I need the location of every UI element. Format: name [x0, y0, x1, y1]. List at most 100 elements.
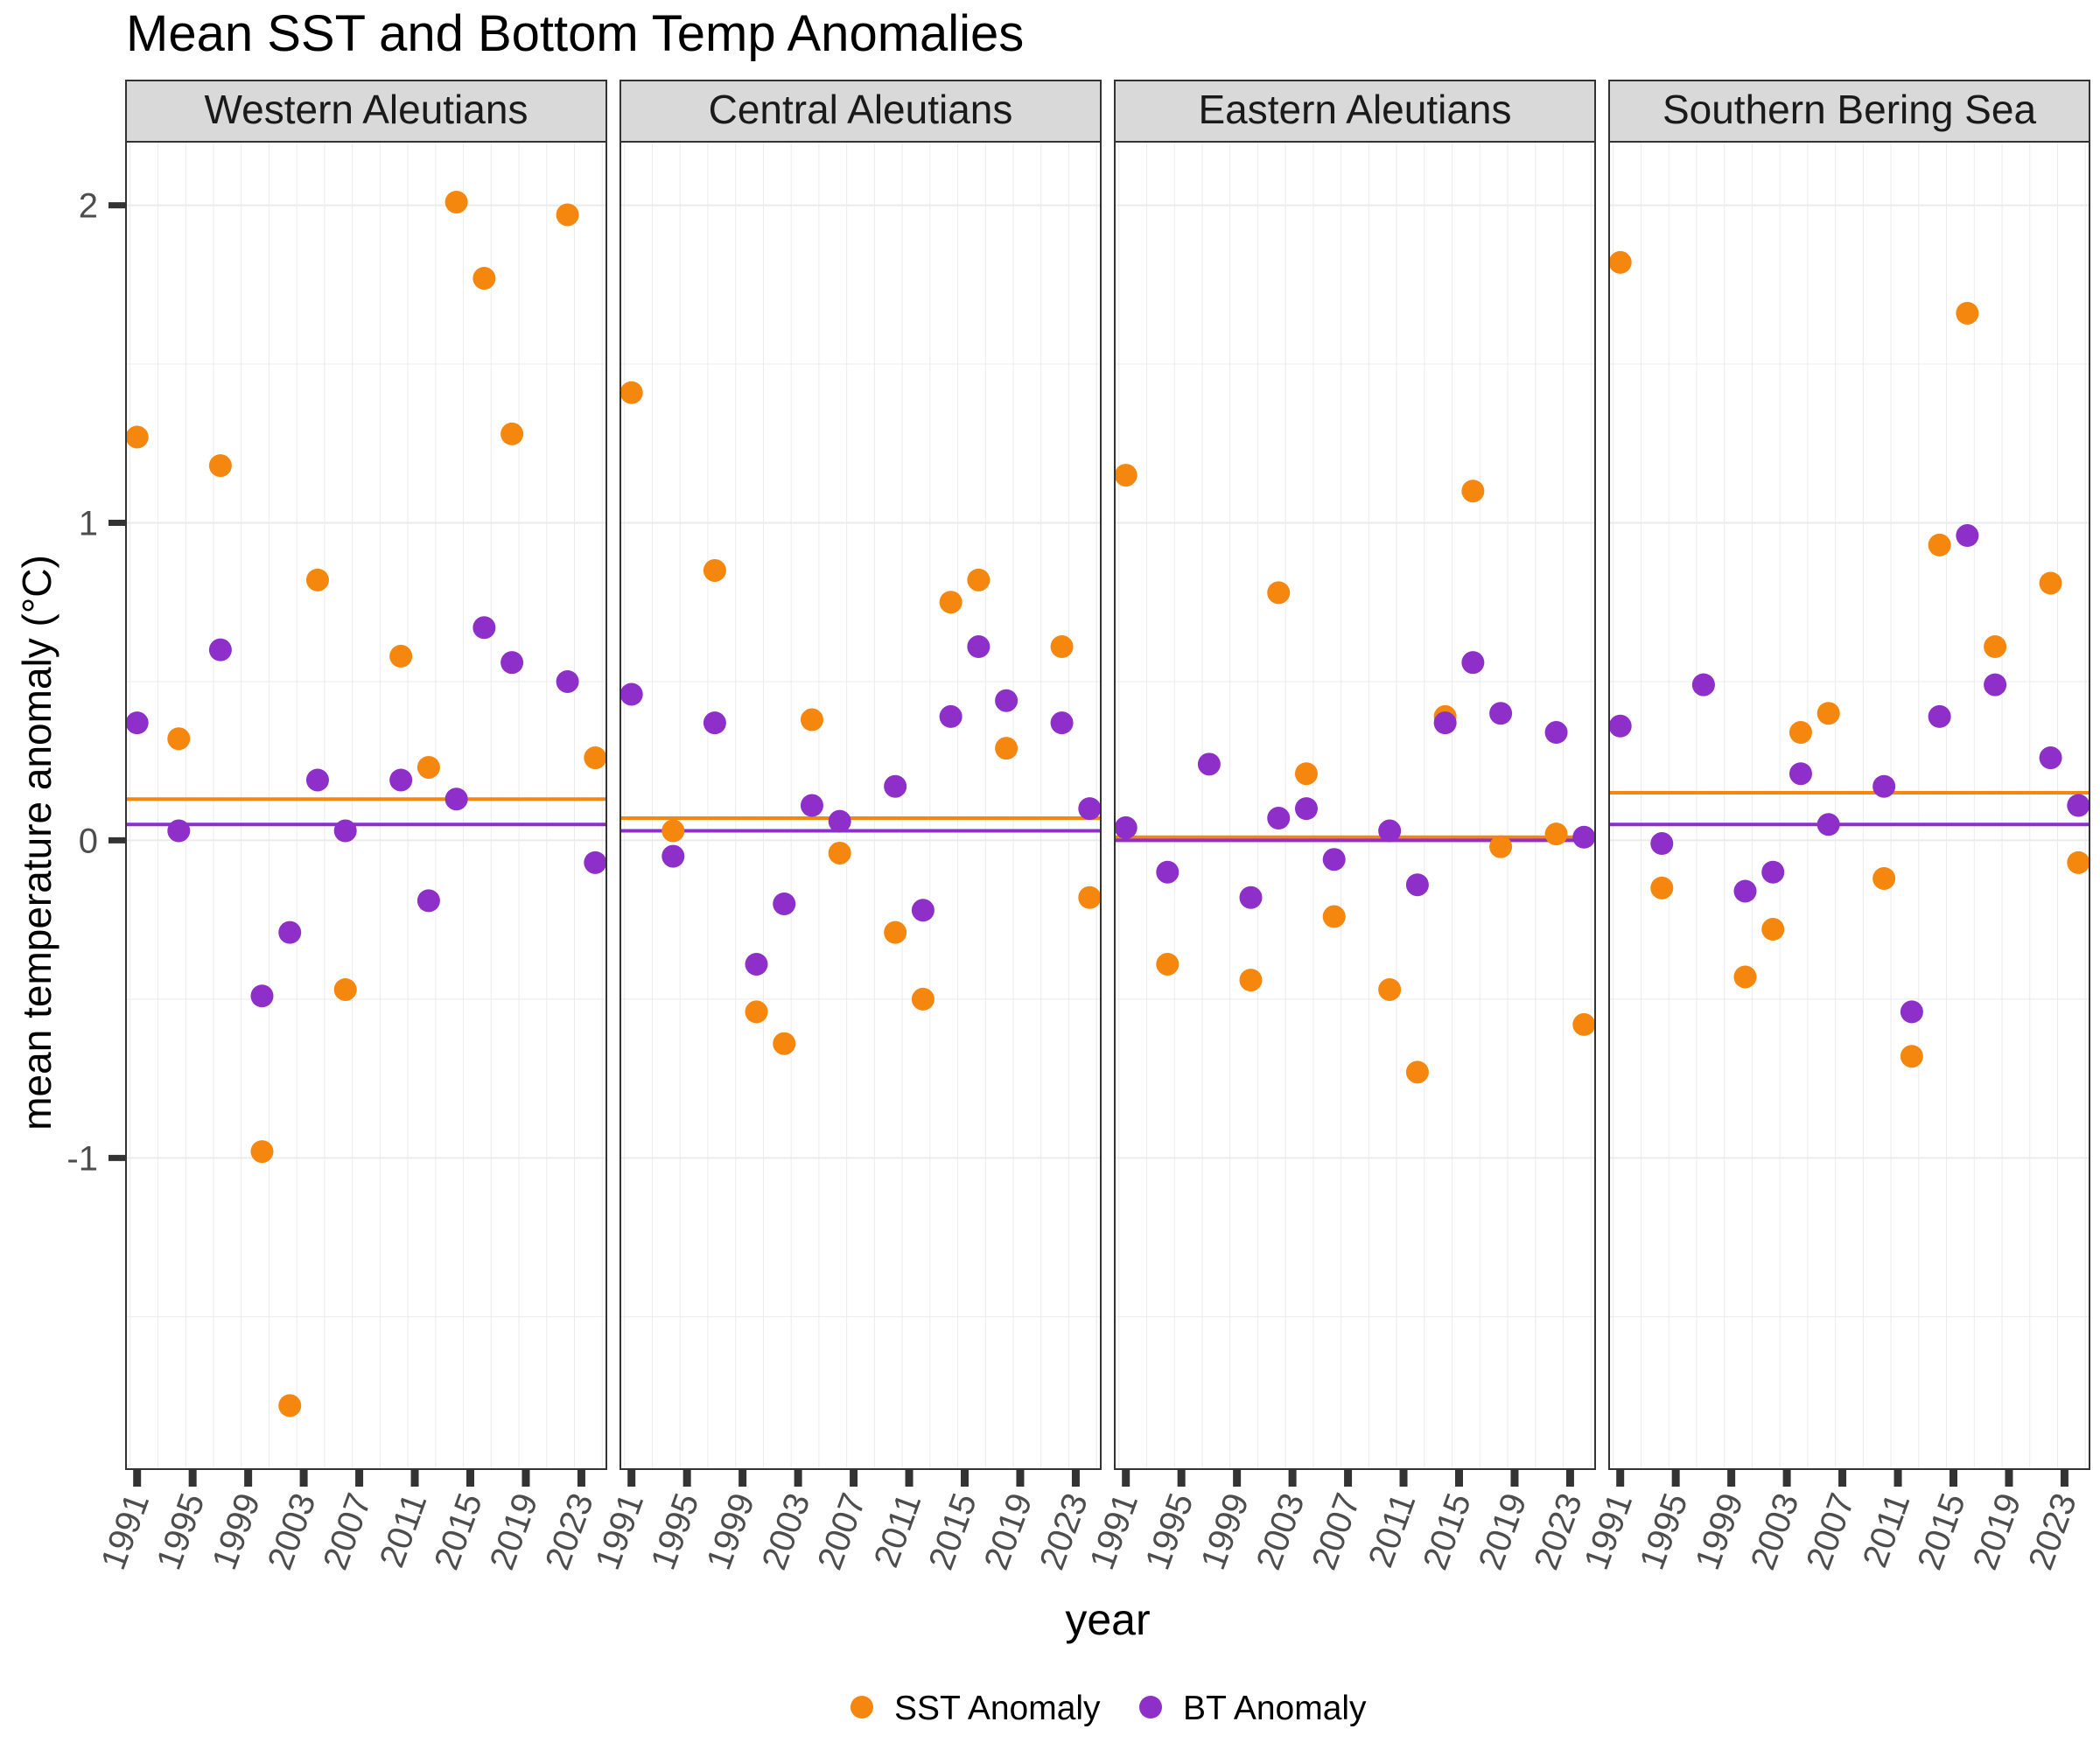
x-tick-label: 2003	[1250, 1488, 1312, 1575]
sst-point	[1928, 533, 1951, 556]
facet-panel: Eastern Aleutians19911995199920032007201…	[1082, 80, 1596, 1575]
bt-point	[1984, 673, 2007, 696]
bt-point	[1572, 825, 1596, 849]
bt-point	[800, 794, 823, 817]
x-tick-label: 1999	[205, 1488, 268, 1575]
bt-point	[1197, 752, 1221, 776]
x-tick-label: 1999	[699, 1488, 762, 1575]
bt-point	[939, 704, 962, 728]
panel-border	[125, 141, 607, 1470]
bt-point	[1489, 702, 1513, 725]
sst-point	[1900, 1045, 1923, 1068]
sst-point	[1405, 1060, 1429, 1084]
sst-point	[1050, 635, 1074, 659]
bt-point	[333, 819, 357, 843]
y-tick-label: 2	[79, 187, 98, 226]
sst-point	[1816, 702, 1840, 725]
legend: SST Anomaly BT Anomaly	[850, 1690, 1367, 1727]
sst-point	[967, 568, 990, 592]
bt-point	[967, 635, 990, 659]
sst-point	[1461, 480, 1485, 503]
bt-point	[1156, 860, 1180, 884]
bt-point	[584, 850, 607, 874]
sst-point	[1572, 1012, 1596, 1036]
x-tick-label: 1995	[150, 1488, 213, 1575]
facet-panel: Western Aleutians19911995199920032007201…	[94, 80, 607, 1575]
sst-point	[1267, 581, 1291, 605]
sst-point	[472, 267, 496, 290]
x-tick-label: 2007	[1799, 1488, 1862, 1575]
bt-point	[620, 682, 643, 706]
bt-point	[1900, 1000, 1923, 1024]
bt-point	[1761, 860, 1785, 884]
x-tick-label: 2007	[316, 1488, 379, 1575]
bt-point	[1405, 873, 1429, 897]
x-tick-label: 2023	[2021, 1488, 2084, 1575]
facet-strip-label: Central Aleutians	[709, 87, 1013, 132]
bt-point	[1433, 711, 1457, 735]
sst-point	[1322, 905, 1346, 928]
facet-strip	[125, 80, 607, 143]
bt-point	[125, 711, 149, 735]
x-tick-label: 2011	[1856, 1488, 1918, 1572]
x-tick-label: 1991	[94, 1488, 157, 1575]
sst-point	[500, 422, 524, 445]
bt-point	[703, 711, 726, 735]
bt-point	[278, 920, 302, 944]
y-tick-label: 0	[79, 822, 98, 860]
sst-point	[125, 425, 149, 449]
bt-point	[1816, 813, 1840, 836]
panel-border	[620, 141, 1102, 1470]
x-tick-label: 1995	[1138, 1488, 1201, 1575]
facet-panel: Southern Bering Sea199119951999200320072…	[1577, 80, 2090, 1575]
x-tick-label: 2003	[755, 1488, 818, 1575]
bt-point	[911, 899, 934, 922]
facet-strip-label: Western Aleutians	[205, 87, 528, 132]
bt-point	[1267, 807, 1291, 830]
sst-point	[556, 203, 579, 227]
sst-point	[333, 977, 357, 1001]
sst-point	[662, 819, 685, 843]
sst-point	[995, 737, 1018, 760]
sst-point	[773, 1032, 796, 1055]
x-tick-label: 2007	[810, 1488, 873, 1575]
sst-point	[620, 381, 643, 404]
panel-grid	[1609, 142, 2090, 1469]
bt-point	[389, 768, 413, 792]
sst-point	[1078, 886, 1102, 909]
x-tick-label: 2019	[1472, 1488, 1535, 1575]
sst-point	[1239, 969, 1263, 992]
bt-point	[1378, 819, 1402, 843]
bt-point	[1608, 714, 1632, 738]
panel-background	[1115, 142, 1595, 1469]
bt-point	[416, 889, 440, 913]
x-tick-label: 1995	[644, 1488, 707, 1575]
sst-point	[2039, 571, 2062, 595]
sst-point	[800, 708, 823, 732]
sst-point	[305, 568, 329, 592]
panel-border	[1114, 141, 1596, 1470]
bt-point	[773, 892, 796, 916]
bt-point	[1544, 721, 1568, 745]
bt-point	[662, 844, 685, 868]
x-tick-label: 2003	[1744, 1488, 1807, 1575]
facet-strip	[1608, 80, 2090, 143]
facet-strip	[620, 80, 1102, 143]
bt-point	[444, 788, 468, 811]
sst-point	[703, 558, 726, 582]
sst-point	[584, 746, 607, 770]
bt-point	[1114, 816, 1138, 839]
y-axis-title: mean temperature anomaly (°C)	[14, 555, 60, 1130]
legend-label-sst: SST Anomaly	[894, 1690, 1101, 1727]
bt-point	[1872, 774, 1896, 798]
bt-point	[828, 809, 851, 833]
bt-point	[1322, 848, 1346, 872]
sst-point	[389, 644, 413, 668]
bt-point	[500, 651, 524, 675]
bt-point	[1691, 673, 1715, 696]
bt-point	[472, 616, 496, 640]
y-tick-label: 1	[79, 505, 98, 543]
bt-point	[1650, 832, 1674, 856]
bt-point	[995, 689, 1018, 712]
